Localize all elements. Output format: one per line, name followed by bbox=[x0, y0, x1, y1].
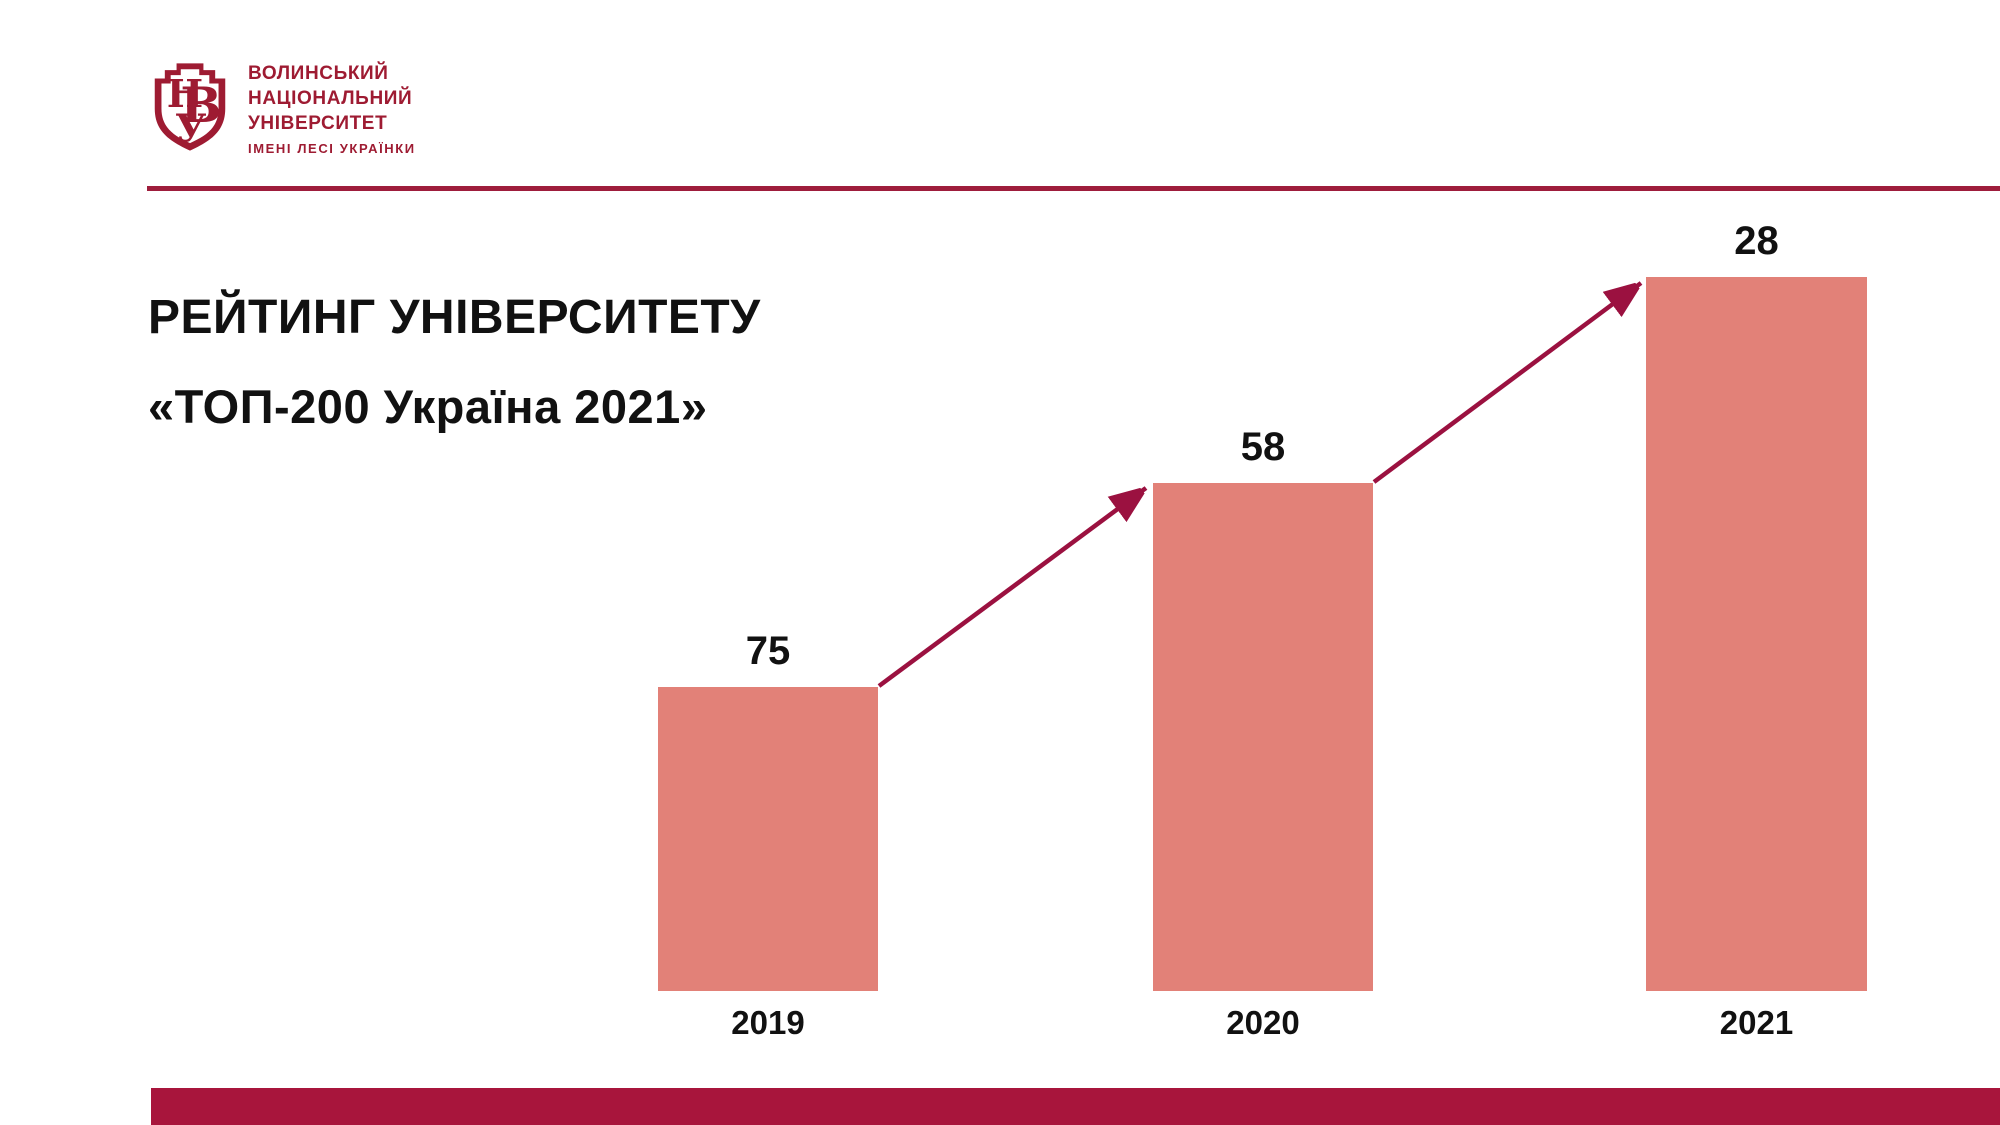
bar-value-label-2019: 75 bbox=[745, 629, 791, 673]
university-name-subtitle: ІМЕНІ ЛЕСІ УКРАЇНКИ bbox=[248, 141, 416, 156]
arrow-2019-to-2020-icon bbox=[877, 488, 1146, 688]
bar-2021 bbox=[1646, 277, 1867, 991]
university-name-line-3: УНІВЕРСИТЕТ bbox=[248, 113, 388, 134]
university-name: ВОЛИНСЬКИЙ НАЦІОНАЛЬНИЙ УНІВЕРСИТЕТ ІМЕН… bbox=[248, 61, 416, 158]
bottom-accent-band bbox=[151, 1088, 2000, 1125]
arrow-2020-to-2021-icon bbox=[1372, 283, 1641, 484]
slide-title-line-1: РЕЙТИНГ УНІВЕРСИТЕТУ bbox=[148, 291, 761, 344]
bar-value-label-2021: 28 bbox=[1734, 219, 1779, 263]
slide-title-line-2: «ТОП-200 Україна 2021» bbox=[148, 380, 708, 433]
bar-2020 bbox=[1153, 483, 1373, 991]
logo-monogram-letter-n: Н bbox=[167, 72, 203, 117]
university-name-line-2: НАЦІОНАЛЬНИЙ bbox=[248, 88, 413, 109]
x-axis-label-2019: 2019 bbox=[731, 1004, 805, 1041]
bar-2019 bbox=[658, 687, 878, 991]
x-axis-label-2020: 2020 bbox=[1226, 1004, 1300, 1041]
logo-monogram-letter-v: В bbox=[180, 77, 221, 134]
bar-value-label-2020: 58 bbox=[1240, 425, 1286, 469]
university-name-line-1: ВОЛИНСЬКИЙ bbox=[248, 63, 389, 84]
university-shield-icon: Н В У bbox=[154, 63, 226, 151]
logo-monogram-letter-u: У bbox=[175, 106, 206, 151]
header-divider-rule bbox=[147, 186, 2000, 191]
x-axis-label-2021: 2021 bbox=[1719, 1004, 1794, 1041]
